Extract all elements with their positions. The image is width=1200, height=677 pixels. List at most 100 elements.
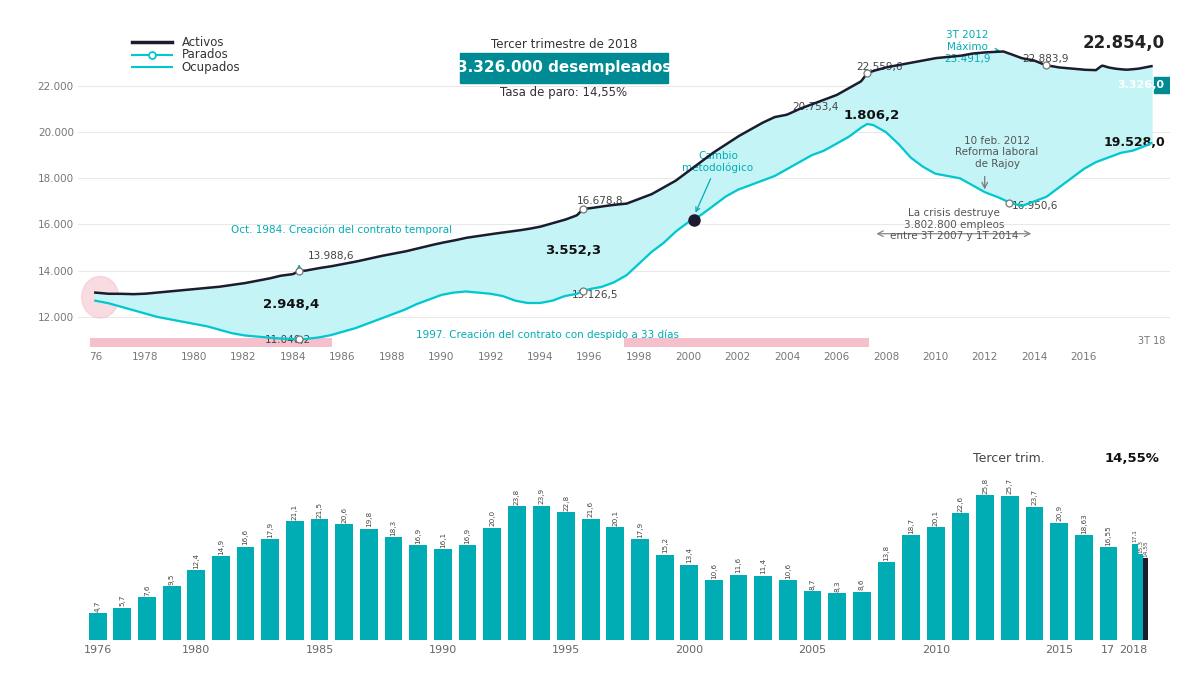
Text: 7,6: 7,6	[144, 584, 150, 596]
Text: Ocupados: Ocupados	[181, 61, 240, 74]
Bar	[655, 554, 673, 640]
Text: 23,8: 23,8	[514, 489, 520, 505]
Text: 9,5: 9,5	[169, 573, 175, 585]
Bar	[582, 519, 600, 640]
Text: 23,7: 23,7	[1032, 489, 1038, 506]
Text: 20,1: 20,1	[612, 510, 618, 525]
Bar	[902, 535, 920, 640]
Bar	[236, 547, 254, 640]
Bar	[138, 597, 156, 640]
Text: 21,1: 21,1	[292, 504, 298, 520]
Text: 25,7: 25,7	[1007, 478, 1013, 494]
Text: 17,1: 17,1	[1133, 529, 1138, 542]
Text: 16,1: 16,1	[440, 532, 446, 548]
Bar	[212, 556, 230, 640]
Bar	[606, 527, 624, 640]
Bar	[460, 53, 667, 83]
Bar	[484, 527, 500, 640]
Text: 1997. Creación del contrato con despido a 33 días: 1997. Creación del contrato con despido …	[416, 329, 679, 340]
Bar	[1026, 507, 1043, 640]
Text: 13.988,6: 13.988,6	[307, 250, 354, 261]
Text: 19.528,0: 19.528,0	[1103, 137, 1165, 150]
Text: 25,8: 25,8	[982, 477, 988, 494]
Text: 18,7: 18,7	[908, 517, 914, 533]
Bar	[434, 550, 451, 640]
Text: 21,5: 21,5	[317, 502, 323, 518]
Bar	[977, 495, 994, 640]
Text: 20.753,4: 20.753,4	[792, 102, 839, 112]
Bar	[385, 537, 402, 640]
Text: Parados: Parados	[181, 48, 228, 61]
Text: 10,6: 10,6	[710, 563, 716, 579]
Bar	[1133, 544, 1138, 640]
Text: 3.552,3: 3.552,3	[545, 244, 601, 257]
Text: 3T 2012
Máximo
23.491,9: 3T 2012 Máximo 23.491,9	[944, 30, 1000, 64]
Bar	[335, 524, 353, 640]
Bar	[409, 545, 427, 640]
Bar	[952, 513, 970, 640]
Text: 5,7: 5,7	[119, 595, 125, 607]
Text: 16,6: 16,6	[242, 529, 248, 545]
Text: 11.040,2: 11.040,2	[265, 335, 311, 345]
Text: 3.326,0: 3.326,0	[1117, 80, 1164, 90]
Bar	[706, 580, 722, 640]
Text: 14,55: 14,55	[1144, 540, 1148, 556]
Text: Activos: Activos	[181, 35, 224, 49]
Bar	[1001, 496, 1019, 640]
Text: 16,9: 16,9	[415, 527, 421, 544]
Text: 22.883,9: 22.883,9	[1021, 54, 1068, 64]
Text: 10,6: 10,6	[785, 563, 791, 579]
Text: 16.678,8: 16.678,8	[577, 196, 624, 206]
Text: 20,6: 20,6	[341, 506, 347, 523]
Bar	[458, 545, 476, 640]
Bar	[286, 521, 304, 640]
Text: 8,6: 8,6	[859, 579, 865, 590]
Bar	[187, 570, 205, 640]
Text: 22,8: 22,8	[563, 494, 569, 510]
Text: 22.559,6: 22.559,6	[857, 62, 902, 72]
Text: 19,8: 19,8	[366, 511, 372, 527]
Text: 17,9: 17,9	[637, 522, 643, 538]
Text: 20,0: 20,0	[490, 510, 496, 526]
Text: Cambio
metodológico: Cambio metodológico	[683, 151, 754, 211]
Bar	[631, 540, 649, 640]
Text: 15,3: 15,3	[1138, 540, 1142, 552]
Bar	[828, 593, 846, 640]
Bar	[1138, 554, 1144, 640]
Text: 17,9: 17,9	[268, 522, 274, 538]
Text: 20,9: 20,9	[1056, 505, 1062, 521]
Text: 14,55%: 14,55%	[1104, 452, 1159, 464]
Bar	[755, 576, 772, 640]
Text: Tercer trim.: Tercer trim.	[973, 452, 1045, 464]
Text: Oct. 1984. Creación del contrato temporal: Oct. 1984. Creación del contrato tempora…	[232, 224, 452, 234]
Text: 21,6: 21,6	[588, 501, 594, 517]
Ellipse shape	[82, 276, 119, 318]
Bar	[360, 529, 378, 640]
Bar	[680, 565, 698, 640]
Bar	[1099, 547, 1117, 640]
Bar	[508, 506, 526, 640]
Bar	[1154, 77, 1175, 93]
Bar	[311, 519, 329, 640]
Bar	[804, 591, 822, 640]
Text: La crisis destruye
3.802.800 empleos
entre 3T 2007 y 1T 2014: La crisis destruye 3.802.800 empleos ent…	[889, 209, 1018, 242]
Bar	[1050, 523, 1068, 640]
Bar	[557, 512, 575, 640]
Text: 16.950,6: 16.950,6	[1012, 202, 1058, 211]
Bar	[89, 613, 107, 640]
Text: 10 feb. 2012
Reforma laboral
de Rajoy: 10 feb. 2012 Reforma laboral de Rajoy	[955, 135, 1039, 169]
Text: Tercer trimestre de 2018: Tercer trimestre de 2018	[491, 39, 637, 51]
Bar	[730, 575, 748, 640]
Text: 16,55: 16,55	[1105, 525, 1111, 546]
Bar	[90, 338, 332, 347]
Bar	[262, 540, 280, 640]
Text: 13,4: 13,4	[686, 547, 692, 563]
Text: 18,63: 18,63	[1081, 513, 1087, 534]
Text: 20,1: 20,1	[932, 510, 938, 525]
Text: 22.854,0: 22.854,0	[1082, 34, 1164, 51]
Bar	[533, 506, 551, 640]
Text: 8,7: 8,7	[810, 578, 816, 590]
Bar	[1075, 536, 1092, 640]
Bar	[853, 592, 871, 640]
Text: 16,9: 16,9	[464, 527, 470, 544]
